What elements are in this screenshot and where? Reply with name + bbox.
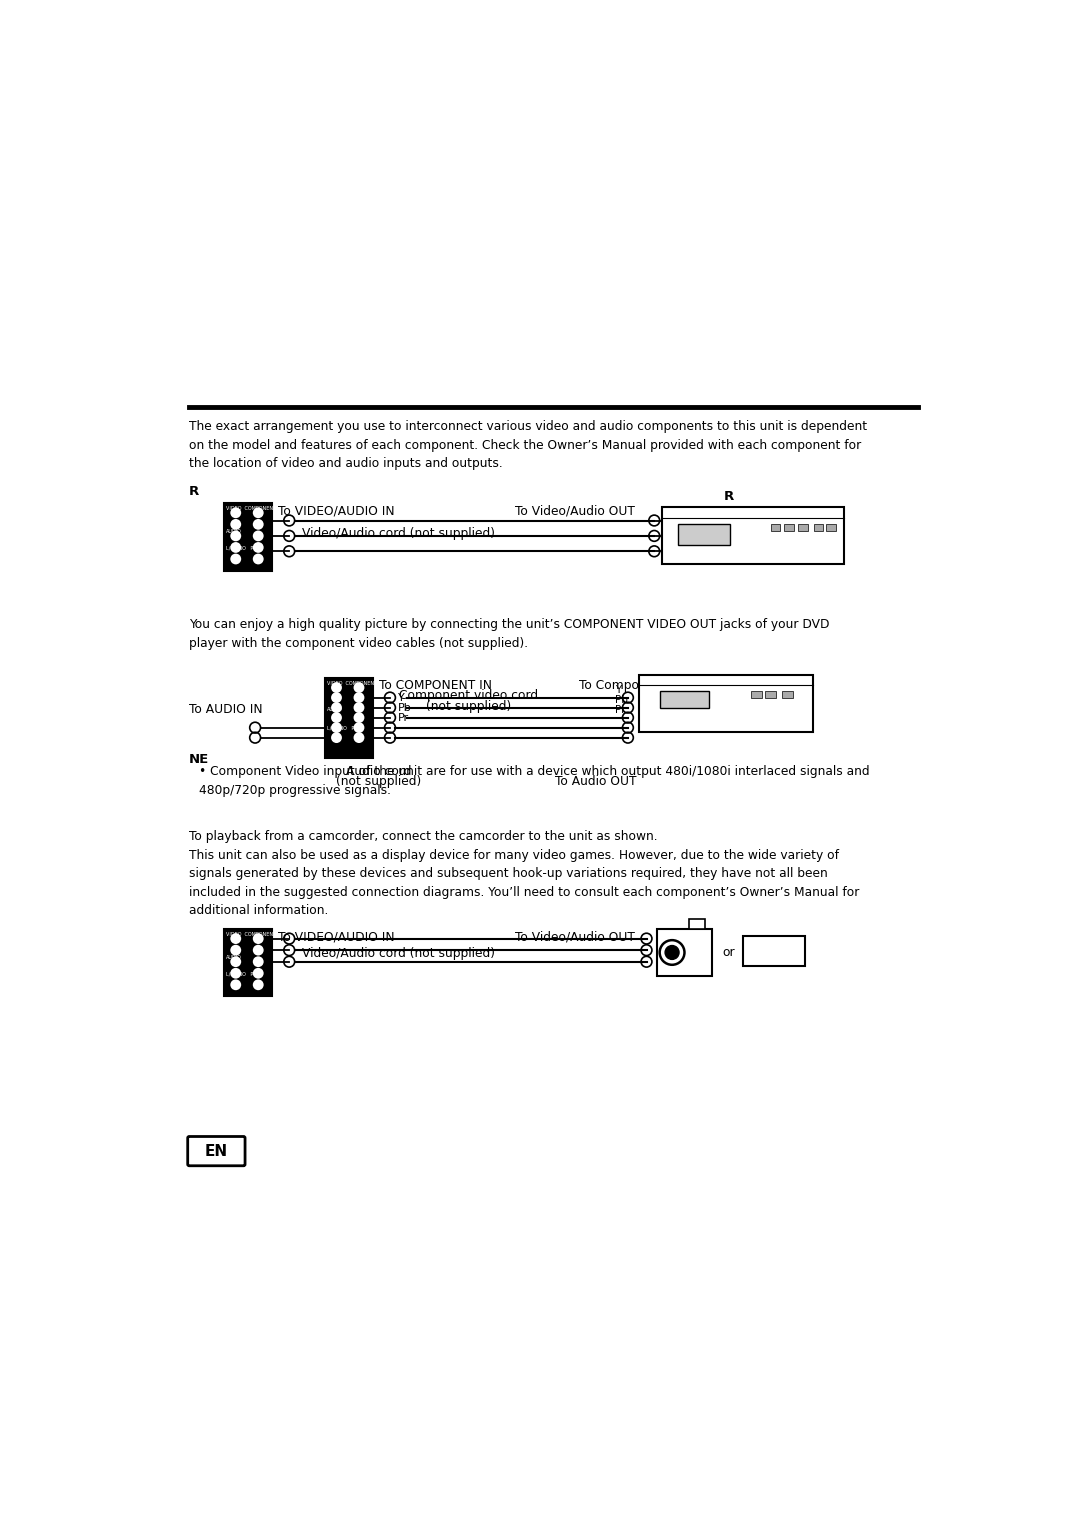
Circle shape	[332, 733, 342, 744]
Text: To VIDEO/AUDIO IN: To VIDEO/AUDIO IN	[279, 930, 395, 944]
Text: L/MONO   Pb: L/MONO Pb	[227, 547, 257, 551]
Text: To COMPONENT IN: To COMPONENT IN	[379, 680, 492, 692]
Circle shape	[332, 683, 342, 693]
Text: Y: Y	[616, 686, 622, 695]
Bar	[814, 524, 823, 530]
Circle shape	[253, 979, 264, 989]
Bar	[765, 692, 775, 698]
Text: To Video/Audio OUT: To Video/Audio OUT	[515, 930, 635, 944]
Text: To AUDIO IN: To AUDIO IN	[189, 704, 262, 716]
Circle shape	[665, 945, 679, 959]
Text: Pb: Pb	[616, 695, 629, 705]
Circle shape	[230, 507, 241, 518]
Bar	[798, 524, 808, 530]
Bar	[638, 675, 813, 733]
Text: Video/Audio cord (not supplied): Video/Audio cord (not supplied)	[302, 947, 495, 960]
Bar	[677, 524, 730, 545]
Text: L/MONO   Pb: L/MONO Pb	[327, 725, 357, 730]
Text: To Video/Audio OUT: To Video/Audio OUT	[515, 504, 635, 518]
Circle shape	[230, 933, 241, 944]
Bar	[782, 692, 793, 698]
Text: AUDIO: AUDIO	[327, 707, 343, 712]
Text: NE: NE	[189, 753, 210, 767]
Text: AUDIO: AUDIO	[227, 954, 242, 960]
Text: (not supplied): (not supplied)	[337, 776, 422, 788]
Bar	[225, 502, 272, 571]
Circle shape	[230, 979, 241, 989]
Bar	[826, 524, 836, 530]
Bar	[657, 928, 713, 976]
Text: You can enjoy a high quality picture by connecting the unit’s COMPONENT VIDEO OU: You can enjoy a high quality picture by …	[189, 618, 829, 651]
Circle shape	[230, 956, 241, 967]
Text: EN: EN	[205, 1144, 228, 1159]
Circle shape	[353, 692, 364, 702]
Circle shape	[353, 722, 364, 733]
Circle shape	[353, 733, 364, 744]
Circle shape	[253, 968, 264, 979]
Circle shape	[230, 542, 241, 553]
Circle shape	[253, 933, 264, 944]
Circle shape	[332, 722, 342, 733]
Circle shape	[253, 507, 264, 518]
Bar	[325, 678, 373, 759]
Text: R: R	[189, 486, 200, 498]
Bar	[661, 692, 708, 709]
Circle shape	[230, 554, 241, 565]
Circle shape	[253, 945, 264, 956]
Text: Component video cord: Component video cord	[399, 689, 538, 702]
Circle shape	[332, 712, 342, 722]
Bar	[770, 524, 780, 530]
Text: Pr: Pr	[616, 705, 626, 715]
Text: R: R	[724, 490, 734, 502]
Circle shape	[353, 683, 364, 693]
Circle shape	[230, 519, 241, 530]
Text: Audio cord: Audio cord	[347, 765, 411, 777]
Bar	[225, 928, 272, 996]
Circle shape	[230, 530, 241, 541]
Text: (not supplied): (not supplied)	[426, 699, 511, 713]
Text: The exact arrangement you use to interconnect various video and audio components: The exact arrangement you use to interco…	[189, 420, 867, 470]
Text: To Component OUT: To Component OUT	[579, 680, 697, 692]
Text: VIDEO  COMPONENT: VIDEO COMPONENT	[327, 681, 377, 686]
Text: To playback from a camcorder, connect the camcorder to the unit as shown.
This u: To playback from a camcorder, connect th…	[189, 831, 860, 918]
Circle shape	[353, 712, 364, 722]
Text: or: or	[723, 945, 735, 959]
Text: VIDEO  COMPONENT: VIDEO COMPONENT	[227, 931, 276, 936]
Bar	[743, 936, 806, 965]
Bar	[751, 692, 762, 698]
Text: Y: Y	[397, 693, 405, 702]
Bar	[689, 919, 704, 928]
Circle shape	[253, 542, 264, 553]
Text: L/MONO   Pb: L/MONO Pb	[227, 971, 257, 977]
Text: • Component Video input of the unit are for use with a device which output 480i/: • Component Video input of the unit are …	[199, 765, 869, 797]
Circle shape	[253, 519, 264, 530]
Bar	[662, 507, 845, 563]
Text: Pb: Pb	[397, 702, 411, 713]
Circle shape	[332, 702, 342, 713]
Circle shape	[332, 692, 342, 702]
Circle shape	[253, 956, 264, 967]
Circle shape	[253, 554, 264, 565]
Text: Pr: Pr	[397, 713, 409, 722]
Circle shape	[253, 530, 264, 541]
Text: AUDIO: AUDIO	[227, 528, 242, 534]
Text: To VIDEO/AUDIO IN: To VIDEO/AUDIO IN	[279, 504, 395, 518]
Circle shape	[353, 702, 364, 713]
Circle shape	[230, 945, 241, 956]
Text: To Audio OUT: To Audio OUT	[555, 776, 637, 788]
Bar	[784, 524, 794, 530]
FancyBboxPatch shape	[188, 1136, 245, 1165]
Text: VIDEO  COMPONENT: VIDEO COMPONENT	[227, 505, 276, 512]
Circle shape	[230, 968, 241, 979]
Text: Video/Audio cord (not supplied): Video/Audio cord (not supplied)	[302, 527, 495, 541]
